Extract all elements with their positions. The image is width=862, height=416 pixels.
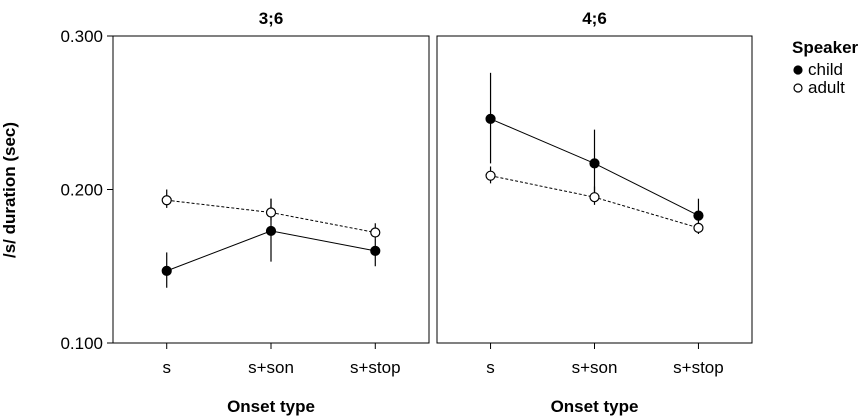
data-point-child [370,245,381,256]
data-point-adult [589,192,600,203]
legend-marker-adult [793,83,803,93]
panel-title: 3;6 [259,9,284,28]
chart-panels: 3;6 s s+son s+stop Onset type 0.100 0.200 0.300… [60,9,753,416]
panel-2: 4;6 s s+son s+stop Onset type [436,9,753,416]
y-axis-title: /s/ duration (sec) [0,122,19,258]
data-point-adult [485,170,496,181]
data-point-child [693,210,704,221]
x-tick-label: s+son [248,358,294,377]
x-tick-label: s [486,358,495,377]
x-tick-label: s+son [572,358,618,377]
x-tick-label: s+stop [673,358,724,377]
legend-label-child: child [808,60,843,79]
y-tick-label: 0.100 [60,334,103,353]
x-axis-title: Onset type [227,397,315,416]
series-adult [161,189,381,239]
panel-1: 3;6 s s+son s+stop Onset type 0.100 0.200 0.300 [60,9,430,416]
y-tick-label: 0.200 [60,181,103,200]
data-point-adult [370,227,381,238]
data-point-adult [161,195,172,206]
data-point-child [265,225,277,237]
data-point-child [161,265,172,276]
legend-marker-child [793,65,803,75]
panel-title: 4;6 [582,9,607,28]
panel-frame [112,35,430,344]
x-tick-label: s+stop [350,358,401,377]
x-tick-label: s [162,358,171,377]
series-adult [485,166,704,235]
data-point-adult [265,207,277,218]
y-tick-label: 0.300 [60,27,103,46]
data-point-child [589,158,600,169]
data-point-child [485,113,496,124]
data-point-adult [693,222,704,233]
legend-title: Speaker [792,38,859,57]
series-child [485,72,704,230]
x-axis-title: Onset type [551,397,639,416]
legend-label-adult: adult [808,78,845,97]
series-child [161,198,381,288]
